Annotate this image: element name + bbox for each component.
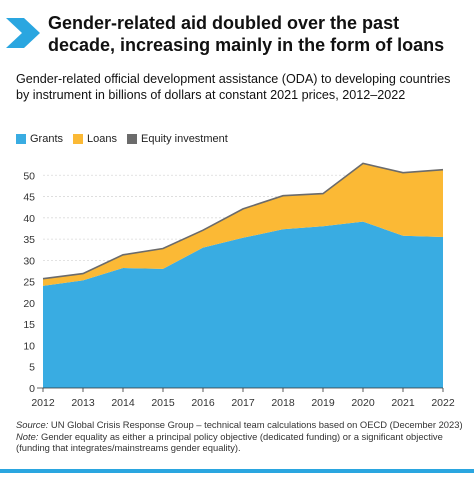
legend-item-grants: Grants [16,133,63,145]
y-tick-label: 5 [29,362,35,374]
y-tick-label: 25 [23,277,35,289]
legend-label-grants: Grants [30,133,64,145]
x-tick-label: 2017 [231,397,255,409]
legend-item-loans: Loans [73,133,117,145]
source-line: Source: UN Global Crisis Response Group … [16,419,466,431]
y-tick-label: 40 [23,213,35,225]
y-tick-label: 20 [23,298,35,310]
legend-label-loans: Loans [87,133,117,145]
area-grants [43,221,443,388]
series-line-equity-investment [42,162,444,280]
note-label: Note: [16,430,39,442]
y-tick-label: 50 [23,170,35,182]
chevron-icon [6,18,40,48]
x-tick-label: 2021 [391,397,415,409]
x-tick-label: 2020 [351,397,375,409]
y-tick-label: 45 [23,192,35,204]
note-line: Note: Gender equality as either a princi… [16,431,466,454]
y-tick-label: 30 [23,255,35,267]
area-chart: 0 5 10 15 20 25 30 35 40 45 50 2012 2013 2014 2015 2016… [23,162,455,409]
chart-subtitle: Gender-related official development assi… [16,72,451,102]
legend-swatch-grants [16,134,26,144]
x-tick-label: 2022 [431,397,455,409]
source-label: Source: [16,419,49,430]
y-tick-label: 15 [23,319,35,331]
legend-label-equity: Equity investment [141,133,228,145]
bottom-accent-bar [0,469,474,473]
x-tick-label: 2019 [311,397,335,409]
x-tick-label: 2016 [191,397,215,409]
y-tick-label: 35 [23,234,35,246]
y-tick-label: 10 [23,340,35,352]
legend: Grants Loans Equity investment [16,132,238,146]
x-tick-label: 2018 [271,397,295,409]
legend-swatch-loans [73,134,84,144]
legend-swatch-equity [127,134,137,144]
x-tick-label: 2015 [151,397,175,409]
source-text: UN Global Crisis Response Group – techni… [48,419,463,430]
y-tick-label: 0 [29,383,35,395]
legend-item-equity: Equity investment [127,133,228,145]
x-tick-label: 2012 [31,397,55,409]
area-loans [43,163,443,286]
x-tick-label: 2013 [71,397,95,409]
chart-notes: Source: UN Global Crisis Response Group … [16,419,466,454]
page-title: Gender-related aid doubled over the past… [48,13,445,55]
note-text: Gender equality as either a principal po… [16,430,443,454]
header: Gender-related aid doubled over the past… [0,0,474,64]
x-tick-label: 2014 [111,397,135,409]
